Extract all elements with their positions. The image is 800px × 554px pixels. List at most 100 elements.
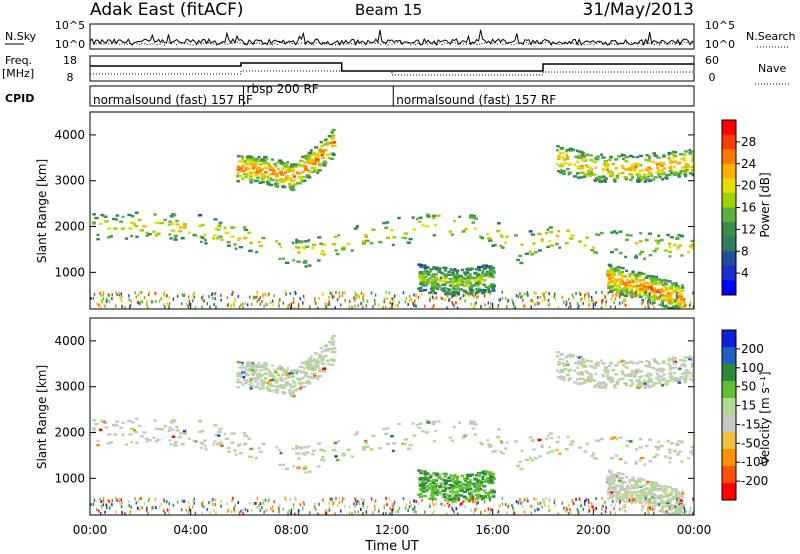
velocity-echo-pixel — [482, 480, 487, 483]
power-echo-pixel — [489, 265, 493, 268]
power-echo-pixel — [545, 231, 549, 235]
power-echo-pixel — [236, 238, 241, 241]
velocity-echo-pixel — [301, 381, 305, 385]
velocity-echo-pixel — [513, 440, 518, 443]
power-echo-pixel — [341, 248, 346, 251]
power-echo-pixel — [372, 305, 374, 309]
velocity-echo-pixel — [530, 459, 535, 462]
velocity-echo-pixel — [319, 448, 324, 451]
velocity-echo-pixel — [446, 498, 449, 501]
power-echo-pixel — [579, 171, 582, 174]
velocity-echo-pixel — [102, 503, 104, 507]
velocity-echo-pixel — [652, 488, 657, 492]
power-echo-pixel — [455, 282, 460, 285]
velocity-echo-pixel — [120, 498, 122, 502]
velocity-echo-pixel — [142, 431, 147, 434]
power-echo-pixel — [488, 268, 493, 271]
velocity-echo-pixel — [201, 429, 205, 433]
velocity-echo-pixel — [433, 483, 437, 486]
velocity-echo-pixel — [453, 473, 457, 477]
velocity-echo-pixel — [425, 472, 430, 475]
power-echo-pixel — [500, 235, 504, 239]
velocity-echo-pixel — [111, 423, 116, 427]
power-echo-pixel — [254, 179, 258, 183]
velocity-echo-pixel — [668, 375, 673, 379]
velocity-echo-pixel — [119, 502, 121, 506]
power-y-axis-label: Slant Range [km] — [35, 159, 49, 263]
power-echo-pixel — [430, 279, 435, 282]
power-echo-pixel — [241, 156, 244, 159]
velocity-echo-pixel — [577, 360, 581, 363]
velocity-echo-pixel — [441, 489, 447, 492]
velocity-echo-pixel — [598, 382, 603, 386]
power-echo-pixel — [471, 221, 476, 224]
power-echo-pixel — [283, 165, 288, 168]
velocity-echo-pixel — [101, 506, 103, 510]
velocity-echo-pixel — [660, 505, 664, 508]
velocity-echo-pixel — [249, 501, 251, 505]
velocity-echo-pixel — [247, 361, 252, 364]
power-echo-pixel — [636, 162, 640, 166]
power-echo-pixel — [624, 289, 629, 292]
power-echo-pixel — [485, 270, 489, 274]
velocity-echo-pixel — [528, 436, 533, 439]
power-echo-pixel — [676, 305, 681, 309]
power-echo-pixel — [487, 266, 491, 269]
power-echo-pixel — [604, 165, 609, 168]
power-echo-pixel — [115, 291, 117, 295]
power-echo-pixel — [616, 268, 620, 272]
power-echo-pixel — [435, 266, 439, 269]
noise-search-trace — [89, 41, 694, 46]
power-echo-pixel — [350, 249, 354, 252]
power-echo-pixel — [625, 288, 629, 291]
velocity-echo-pixel — [192, 439, 196, 443]
power-echo-pixel — [268, 173, 272, 176]
power-echo-pixel — [667, 306, 672, 309]
power-echo-pixel — [192, 293, 194, 297]
power-echo-pixel — [634, 242, 639, 245]
power-echo-pixel — [482, 291, 486, 294]
velocity-echo-pixel — [428, 497, 431, 500]
power-echo-pixel — [620, 164, 625, 167]
velocity-echo-pixel — [419, 470, 424, 473]
power-echo-pixel — [618, 283, 623, 286]
power-echo-pixel — [646, 274, 651, 278]
power-echo-pixel — [178, 226, 183, 229]
velocity-echo-pixel — [431, 512, 434, 515]
power-echo-pixel — [559, 164, 565, 167]
power-echo-pixel — [100, 213, 104, 217]
power-echo-pixel — [432, 275, 436, 279]
velocity-echo-pixel — [168, 426, 172, 429]
velocity-echo-pixel — [690, 371, 694, 375]
power-echo-pixel — [614, 267, 617, 270]
power-echo-pixel — [148, 291, 151, 295]
velocity-echo-pixel — [662, 377, 666, 380]
power-echo-pixel — [661, 290, 665, 293]
power-echo-pixel — [419, 272, 423, 275]
power-echo-pixel — [234, 247, 238, 250]
power-echo-pixel — [281, 179, 284, 182]
velocity-echo-pixel — [398, 506, 400, 510]
velocity-echo-pixel — [243, 379, 249, 382]
power-echo-pixel — [639, 164, 643, 167]
power-echo-pixel — [102, 293, 105, 297]
velocity-echo-pixel — [683, 365, 687, 368]
velocity-echo-pixel — [246, 364, 250, 367]
power-echo-pixel — [531, 299, 534, 303]
velocity-echo-pixel — [625, 510, 627, 513]
power-echo-pixel — [475, 301, 477, 305]
velocity-echo-pixel — [417, 501, 420, 505]
velocity-echo-pixel — [658, 497, 662, 500]
velocity-echo-pixel — [182, 499, 184, 503]
power-echo-pixel — [309, 158, 313, 161]
power-echo-pixel — [266, 175, 270, 178]
power-echo-pixel — [614, 167, 619, 170]
power-echo-pixel — [656, 242, 660, 245]
velocity-echo-pixel — [578, 497, 581, 501]
velocity-echo-pixel — [558, 357, 563, 361]
velocity-echo-pixel — [658, 367, 662, 371]
power-echo-pixel — [644, 238, 649, 242]
power-echo-pixel — [690, 165, 694, 169]
velocity-echo-pixel — [643, 463, 646, 466]
power-echo-pixel — [583, 173, 588, 176]
